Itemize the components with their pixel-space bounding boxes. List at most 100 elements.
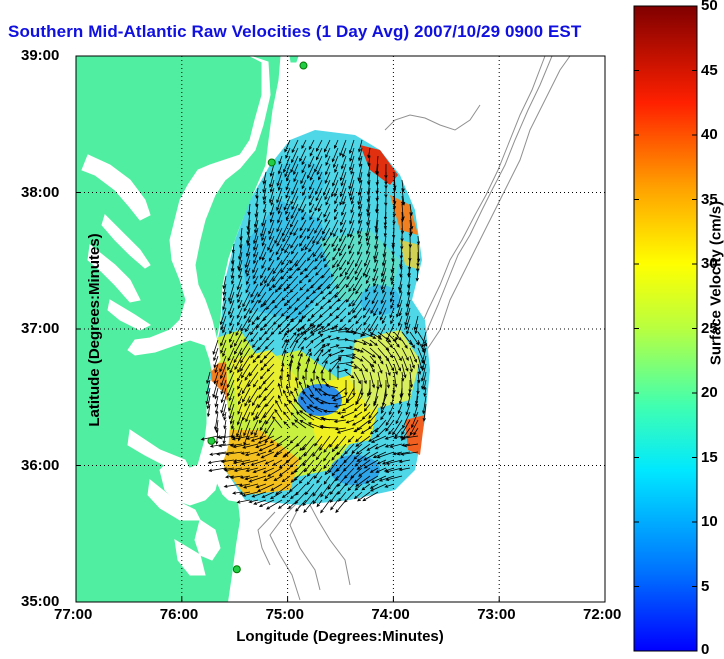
velocity-arrow <box>289 339 299 357</box>
velocity-arrow <box>367 147 371 159</box>
velocity-arrow <box>405 291 411 308</box>
x-tick-label: 77:00 <box>54 606 93 623</box>
velocity-arrow <box>215 403 219 415</box>
velocity-arrow <box>348 179 355 197</box>
velocity-arrow <box>386 323 395 342</box>
velocity-arrow <box>366 243 371 255</box>
velocity-arrow <box>255 403 267 420</box>
velocity-arrow <box>368 380 372 396</box>
velocity-arrow <box>237 251 243 271</box>
velocity-arrow <box>341 203 347 217</box>
velocity-arrow <box>223 483 243 488</box>
velocity-arrow <box>266 499 283 510</box>
velocity-arrow <box>274 227 283 245</box>
velocity-arrow <box>276 251 283 261</box>
velocity-arrow <box>373 395 379 407</box>
velocity-arrow <box>406 395 411 407</box>
velocity-arrow <box>299 443 307 452</box>
velocity-arrow <box>222 275 227 290</box>
velocity-arrow <box>246 235 251 247</box>
velocity-arrow <box>277 203 283 215</box>
velocity-arrow <box>240 347 251 364</box>
velocity-arrow <box>290 203 299 220</box>
velocity-arrow <box>305 332 315 341</box>
radar-site-marker <box>232 565 241 574</box>
velocity-arrow <box>393 435 403 439</box>
velocity-arrow <box>222 323 227 334</box>
velocity-arrow <box>242 403 251 422</box>
x-tick-label: 76:00 <box>159 606 199 623</box>
barrier-islands <box>222 500 240 602</box>
velocity-arrow <box>229 323 235 335</box>
velocity-arrow <box>321 359 328 373</box>
velocity-arrow <box>208 467 227 472</box>
velocity-arrow <box>344 380 348 397</box>
velocity-arrow <box>328 368 332 380</box>
velocity-arrow <box>238 395 243 406</box>
velocity-arrow <box>251 491 267 498</box>
velocity-arrow <box>313 343 326 357</box>
velocity-arrow <box>332 171 339 187</box>
velocity-arrow <box>348 243 355 255</box>
velocity-arrow <box>324 211 331 223</box>
velocity-arrow <box>384 483 395 488</box>
colorbar-tick-label: 30 <box>701 255 718 272</box>
velocity-arrow <box>281 251 291 266</box>
velocity-arrow <box>375 467 387 473</box>
velocity-arrow <box>219 355 227 373</box>
velocity-arrow <box>307 163 315 180</box>
velocity-arrow <box>420 363 427 382</box>
velocity-arrow <box>293 227 299 237</box>
velocity-arrow <box>237 315 243 327</box>
velocity-arrow <box>244 323 251 333</box>
velocity-arrow <box>362 259 371 277</box>
velocity-arrow <box>258 331 267 341</box>
velocity-arrow <box>270 195 275 206</box>
velocity-arrow <box>263 475 275 481</box>
velocity-arrow <box>297 330 307 341</box>
velocity-arrow <box>358 171 363 184</box>
velocity-arrow <box>237 299 243 310</box>
velocity-arrow <box>259 419 267 432</box>
velocity-arrow <box>230 419 235 430</box>
velocity-arrow <box>357 211 363 225</box>
velocity-arrow <box>393 347 402 362</box>
velocity-arrow <box>274 408 283 421</box>
velocity-arrow <box>361 347 376 358</box>
velocity-arrow <box>266 363 275 372</box>
velocity-arrow <box>281 235 291 252</box>
velocity-arrow <box>261 227 267 242</box>
velocity-arrow <box>289 259 299 272</box>
velocity-arrow <box>325 195 331 206</box>
velocity-arrow <box>413 427 419 436</box>
velocity-vectors <box>200 139 428 514</box>
velocity-arrow <box>251 315 259 326</box>
velocity-arrow <box>296 411 307 421</box>
velocity-arrow <box>305 291 315 300</box>
velocity-arrow <box>265 331 275 341</box>
velocity-arrow <box>309 179 315 191</box>
velocity-arrow <box>303 499 315 513</box>
velocity-arrow <box>345 355 356 360</box>
velocity-arrow <box>409 371 414 389</box>
velocity-arrow <box>295 435 307 447</box>
velocity-arrow <box>366 211 371 227</box>
velocity-arrow <box>281 475 291 483</box>
velocity-arrow <box>374 235 379 250</box>
velocity-arrow <box>373 243 379 260</box>
velocity-arrow <box>222 283 227 296</box>
velocity-arrow <box>297 352 303 365</box>
velocity-arrow <box>273 475 283 482</box>
velocity-arrow <box>309 171 315 181</box>
velocity-arrow <box>357 243 363 256</box>
velocity-arrow <box>264 419 275 435</box>
velocity-arrow <box>347 315 355 323</box>
velocity-arrow <box>262 467 275 474</box>
velocity-arrow <box>354 483 363 491</box>
velocity-arrow <box>255 195 259 208</box>
velocity-arrow <box>361 483 371 491</box>
velocity-arrow <box>250 419 259 436</box>
velocity-arrow <box>409 419 419 436</box>
velocity-arrow <box>312 491 323 505</box>
velocity-arrow <box>231 243 235 254</box>
